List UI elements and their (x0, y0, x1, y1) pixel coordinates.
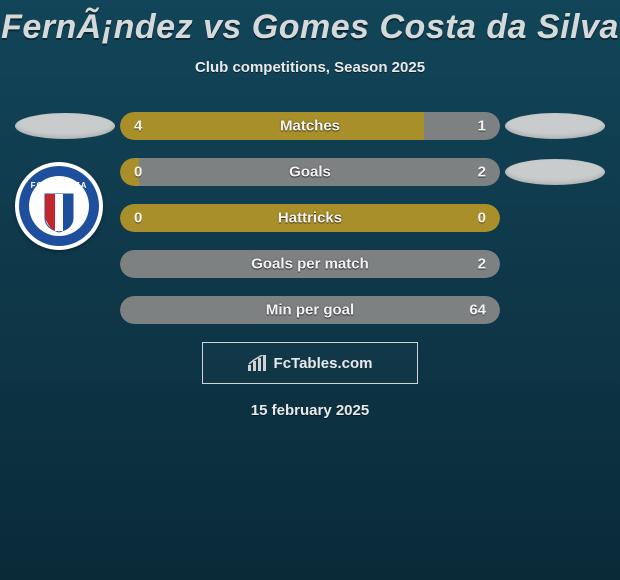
stat-value-right: 2 (478, 164, 486, 181)
stat-label: Min per goal (266, 302, 354, 319)
stat-value-right: 0 (478, 210, 486, 227)
stat-label: Matches (280, 118, 340, 135)
stat-label: Hattricks (278, 210, 342, 227)
club-badge: FORTALEZA (15, 162, 103, 250)
stat-label: Goals per match (251, 256, 369, 273)
club-badge-icon: FORTALEZA (17, 164, 101, 248)
attribution-label: FcTables.com (274, 355, 373, 372)
right-avatar-slot (500, 112, 610, 140)
stat-value-left: 0 (134, 164, 142, 181)
page-title: FernÃ¡ndez vs Gomes Costa da Silva (0, 0, 620, 47)
right-avatar-slot (500, 296, 610, 324)
stat-row: 64 Min per goal (10, 296, 610, 324)
player-avatar-placeholder (505, 113, 605, 139)
stat-label: Goals (289, 164, 331, 181)
stat-bar: 0 0 Hattricks (120, 204, 500, 232)
stat-value-right: 1 (478, 118, 486, 135)
subtitle: Club competitions, Season 2025 (0, 59, 620, 76)
stat-bar: 4 1 Matches (120, 112, 500, 140)
date-label: 15 february 2025 (0, 402, 620, 419)
chart-icon (248, 355, 268, 371)
left-avatar-slot (10, 112, 120, 140)
player-avatar-placeholder (505, 159, 605, 185)
right-avatar-slot (500, 250, 610, 278)
stat-value-left: 4 (134, 118, 142, 135)
left-avatar-slot (10, 250, 120, 278)
stat-value-left: 0 (134, 210, 142, 227)
stat-row: 4 1 Matches (10, 112, 610, 140)
stat-bar: 0 2 Goals (120, 158, 500, 186)
svg-text:FORTALEZA: FORTALEZA (31, 181, 88, 190)
stat-value-right: 2 (478, 256, 486, 273)
left-avatar-slot (10, 296, 120, 324)
player-avatar-placeholder (15, 113, 115, 139)
right-avatar-slot (500, 204, 610, 232)
comparison-chart: 4 1 Matches 0 2 Goals 0 0 Hattricks 2 Goals per ma… (0, 112, 620, 324)
right-avatar-slot (500, 158, 610, 186)
stat-bar: 64 Min per goal (120, 296, 500, 324)
stat-row: 2 Goals per match (10, 250, 610, 278)
stat-value-right: 64 (469, 302, 486, 319)
stat-bar: 2 Goals per match (120, 250, 500, 278)
attribution-box: FcTables.com (202, 342, 418, 384)
